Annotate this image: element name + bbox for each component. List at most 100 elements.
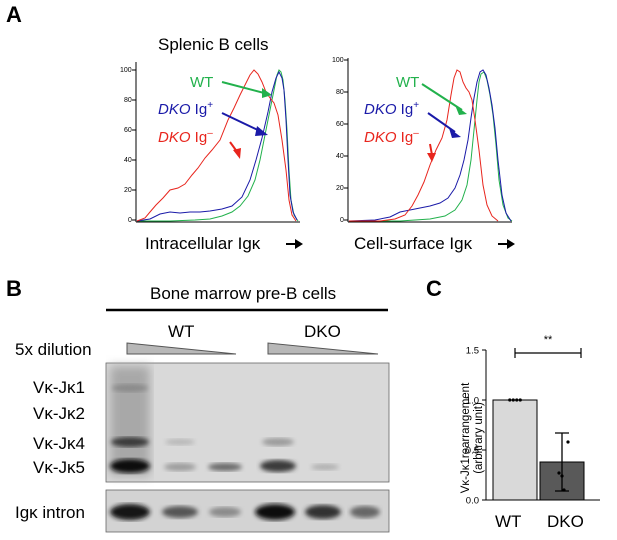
right-dko-plus-arrowhead [449, 128, 461, 138]
data-point [518, 398, 522, 402]
dilution-label: 5x dilution [15, 340, 92, 359]
right-ytick-80: 80 [336, 89, 344, 96]
lane4-band-jk5 [260, 460, 296, 472]
right-legend-dko-minus: DKO Ig– [364, 128, 419, 146]
y-tick-label: 1.0 [466, 396, 479, 407]
band-label-jk2: Vκ-Jκ2 [33, 404, 85, 423]
right-legend-dko-minus-name: DKO [364, 129, 397, 146]
control-label: Igκ intron [15, 503, 85, 522]
left-dko-plus-curve [136, 70, 298, 222]
left-ytick-0: 0 [128, 217, 132, 224]
right-ytick-100: 100 [332, 57, 344, 64]
data-point [560, 474, 564, 478]
right-legend-dko-minus-ig: Ig [396, 129, 414, 146]
error-bar-dko [555, 432, 569, 492]
right-dko-plus-arrow [427, 112, 456, 133]
right-legend-dko-plus-name: DKO [364, 101, 397, 118]
ctrl-lane1 [110, 504, 150, 520]
y-tick-label: 1.5 [466, 346, 479, 357]
left-legend-dko-plus-name: DKO [158, 101, 191, 118]
left-xlabel-text: Intracellular Igκ [145, 234, 261, 253]
significance-marker: ** [544, 334, 553, 346]
group-dko-label: DKO [304, 322, 341, 341]
ctrl-lane6 [350, 506, 380, 518]
right-wt-curve [349, 71, 513, 222]
left-dko-plus-arrowhead [255, 126, 268, 136]
left-ytick-40: 40 [124, 157, 132, 164]
lane1-band-jk1 [112, 384, 148, 392]
left-wt-arrowhead [262, 88, 272, 98]
panel-c-letter: C [426, 276, 442, 301]
panel-b-letter: B [6, 276, 22, 301]
right-legend-dko-plus-sup: + [413, 100, 420, 111]
bar-category-dko: DKO [547, 512, 584, 531]
left-legend-wt: WT [190, 74, 214, 91]
left-legend-dko-minus: DKO Ig– [158, 128, 213, 146]
left-y-axis [132, 62, 300, 223]
right-dko-minus-curve [349, 69, 499, 222]
band-label-jk1: Vκ-Jκ1 [33, 378, 85, 397]
right-xlabel-text: Cell-surface Igκ [354, 234, 473, 253]
dko-dilution-wedge [267, 342, 379, 355]
left-xlabel: Intracellular Igκ [145, 234, 260, 254]
left-legend-dko-plus-sup: + [207, 100, 214, 111]
group-wt-label: WT [168, 322, 195, 341]
left-legend-dko-minus-ig: Ig [190, 129, 208, 146]
right-wt-arrowhead [455, 105, 467, 115]
lane4-band-jk4 [262, 438, 294, 446]
data-point [508, 398, 512, 402]
right-dko-minus-arrowhead [427, 153, 436, 162]
left-legend-dko-plus-ig: Ig [190, 101, 208, 118]
ctrl-lane2 [162, 506, 198, 518]
left-ytick-60: 60 [124, 127, 132, 134]
bar-chart-ylabel-line1: Vκ-Jκ1rearrangement [460, 382, 472, 494]
ctrl-lane4 [255, 504, 295, 520]
right-ytick-60: 60 [336, 121, 344, 128]
data-point [566, 440, 570, 444]
lane1-band-jk5 [110, 459, 150, 473]
wt-dilution-wedge [126, 342, 237, 355]
data-point [557, 471, 561, 475]
ctrl-lane3 [209, 507, 241, 517]
left-dko-plus-arrow [221, 112, 263, 133]
left-dko-minus-arrowhead [233, 148, 241, 159]
data-point [511, 398, 515, 402]
band-label-jk4: Vκ-Jκ4 [33, 434, 85, 453]
control-gel [105, 489, 390, 533]
ctrl-lane5 [305, 505, 341, 519]
lane3-band-jk5 [208, 463, 242, 471]
right-legend-dko-plus: DKO Ig+ [364, 100, 419, 118]
left-wt-arrow [221, 81, 269, 95]
data-point [515, 398, 519, 402]
data-point [562, 488, 566, 492]
bar-chart-ylabel: Vκ-Jκ1rearrangement (arbitrary unit) [460, 364, 486, 512]
left-ytick-100: 100 [120, 67, 132, 74]
lane5-band-jk5 [311, 464, 339, 470]
right-ytick-20: 20 [336, 185, 344, 192]
lane2-band-jk5 [164, 463, 196, 471]
left-legend-dko-minus-sup: – [207, 128, 213, 139]
right-legend-wt: WT [396, 74, 420, 91]
bar-category-wt: WT [495, 512, 522, 531]
y-tick-label: 0.0 [466, 496, 479, 507]
right-legend-dko-minus-sup: – [413, 128, 419, 139]
left-legend-dko-plus: DKO Ig+ [158, 100, 213, 118]
left-ytick-80: 80 [124, 97, 132, 104]
right-y-axis [344, 58, 512, 223]
right-dko-plus-curve [348, 69, 512, 222]
right-xlabel: Cell-surface Igκ [354, 234, 472, 254]
right-ytick-40: 40 [336, 153, 344, 160]
left-legend-dko-minus-name: DKO [158, 129, 191, 146]
panel-a-title: Splenic B cells [158, 35, 269, 54]
left-dko-minus-curve [136, 69, 297, 222]
right-legend-dko-plus-ig: Ig [396, 101, 414, 118]
lane1-band-jk4 [111, 437, 149, 447]
bar-chart-ylabel-line2: (arbitrary unit) [473, 402, 485, 474]
